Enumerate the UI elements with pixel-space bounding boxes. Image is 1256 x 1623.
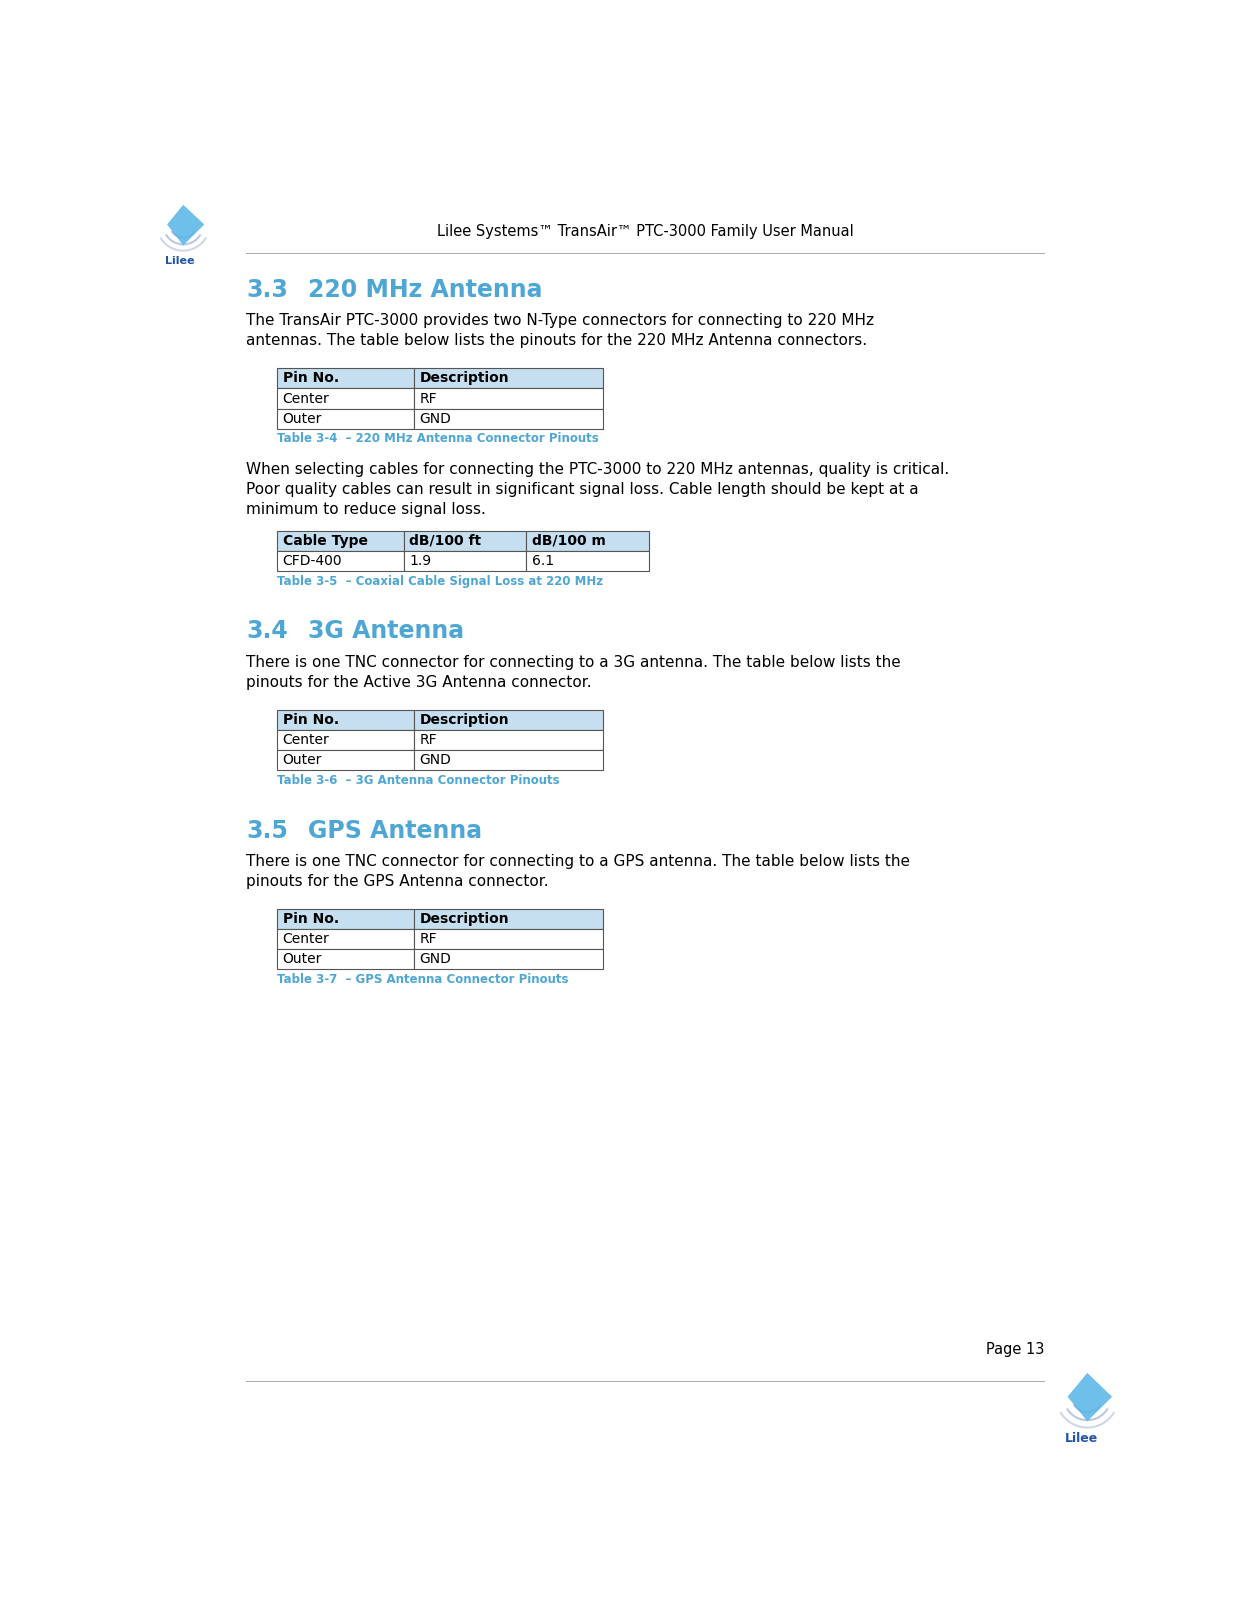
Text: Page 13: Page 13	[986, 1342, 1045, 1357]
Text: Table 3-5  – Coaxial Cable Signal Loss at 220 MHz: Table 3-5 – Coaxial Cable Signal Loss at…	[278, 575, 603, 588]
Text: Outer: Outer	[283, 412, 322, 425]
Polygon shape	[167, 204, 205, 245]
Text: The TransAir PTC-3000 provides two N-Type connectors for connecting to 220 MHz
a: The TransAir PTC-3000 provides two N-Typ…	[246, 313, 874, 349]
Bar	[278, 531, 403, 550]
Text: Center: Center	[283, 932, 329, 946]
Bar	[278, 750, 413, 769]
Text: Pin No.: Pin No.	[283, 912, 339, 927]
Text: Pin No.: Pin No.	[283, 372, 339, 386]
Text: 6.1: 6.1	[531, 553, 554, 568]
Text: Table 3-7  – GPS Antenna Connector Pinouts: Table 3-7 – GPS Antenna Connector Pinout…	[278, 974, 569, 987]
Bar	[526, 531, 649, 550]
Bar	[278, 949, 413, 969]
Text: Lilee: Lilee	[1065, 1431, 1099, 1444]
Text: Center: Center	[283, 734, 329, 747]
Text: dB/100 m: dB/100 m	[531, 534, 605, 549]
Bar	[413, 909, 603, 930]
Text: Outer: Outer	[283, 953, 322, 966]
Bar	[526, 550, 649, 571]
Text: Center: Center	[283, 391, 329, 406]
Text: Table 3-4  – 220 MHz Antenna Connector Pinouts: Table 3-4 – 220 MHz Antenna Connector Pi…	[278, 432, 599, 445]
Bar	[413, 730, 603, 750]
Text: Lilee: Lilee	[165, 255, 195, 266]
Text: When selecting cables for connecting the PTC-3000 to 220 MHz antennas, quality i: When selecting cables for connecting the…	[246, 461, 950, 518]
Bar	[278, 368, 413, 388]
Bar	[278, 930, 413, 949]
Text: 3.3: 3.3	[246, 278, 288, 302]
Text: GPS Antenna: GPS Antenna	[308, 818, 482, 842]
Text: Description: Description	[420, 372, 509, 386]
Text: GND: GND	[420, 953, 451, 966]
Bar	[403, 531, 526, 550]
Text: Description: Description	[420, 712, 509, 727]
Text: Pin No.: Pin No.	[283, 712, 339, 727]
Bar	[403, 550, 526, 571]
Text: GND: GND	[420, 753, 451, 768]
Bar	[413, 388, 603, 409]
Text: RF: RF	[420, 734, 437, 747]
Bar	[413, 949, 603, 969]
Bar	[413, 409, 603, 428]
Text: 3.5: 3.5	[246, 818, 288, 842]
Text: dB/100 ft: dB/100 ft	[409, 534, 481, 549]
Text: CFD-400: CFD-400	[283, 553, 342, 568]
Text: 3.4: 3.4	[246, 620, 288, 643]
Text: Table 3-6  – 3G Antenna Connector Pinouts: Table 3-6 – 3G Antenna Connector Pinouts	[278, 774, 560, 787]
Polygon shape	[1068, 1373, 1112, 1422]
Text: RF: RF	[420, 932, 437, 946]
Bar	[278, 709, 413, 730]
Text: GND: GND	[420, 412, 451, 425]
Text: Description: Description	[420, 912, 509, 927]
Text: Outer: Outer	[283, 753, 322, 768]
Text: There is one TNC connector for connecting to a GPS antenna. The table below list: There is one TNC connector for connectin…	[246, 854, 911, 889]
Text: 3G Antenna: 3G Antenna	[308, 620, 465, 643]
Bar	[278, 730, 413, 750]
Text: 1.9: 1.9	[409, 553, 431, 568]
Bar	[413, 930, 603, 949]
Bar	[278, 409, 413, 428]
Bar	[413, 709, 603, 730]
Text: RF: RF	[420, 391, 437, 406]
Text: Lilee Systems™ TransAir™ PTC-3000 Family User Manual: Lilee Systems™ TransAir™ PTC-3000 Family…	[437, 224, 854, 239]
Bar	[278, 388, 413, 409]
Bar	[278, 909, 413, 930]
Text: Cable Type: Cable Type	[283, 534, 368, 549]
Bar	[413, 368, 603, 388]
Bar	[413, 750, 603, 769]
Text: There is one TNC connector for connecting to a 3G antenna. The table below lists: There is one TNC connector for connectin…	[246, 654, 901, 690]
Text: 220 MHz Antenna: 220 MHz Antenna	[308, 278, 543, 302]
Bar	[278, 550, 403, 571]
